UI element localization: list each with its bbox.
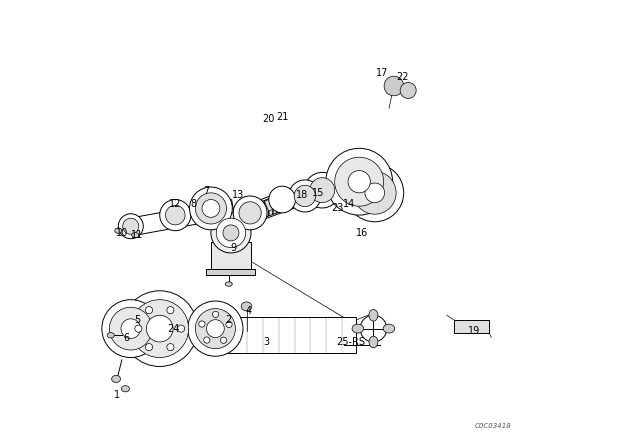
Ellipse shape <box>335 157 383 206</box>
Text: 13: 13 <box>232 190 244 200</box>
Ellipse shape <box>269 186 296 213</box>
Ellipse shape <box>122 291 198 366</box>
Bar <box>211 242 251 268</box>
Text: 18: 18 <box>296 190 308 200</box>
Ellipse shape <box>189 187 232 230</box>
Text: 20: 20 <box>262 114 275 125</box>
Ellipse shape <box>102 300 160 358</box>
Polygon shape <box>255 191 296 219</box>
Ellipse shape <box>204 337 210 343</box>
Ellipse shape <box>202 199 220 217</box>
Text: 19: 19 <box>467 326 480 336</box>
Ellipse shape <box>346 164 404 222</box>
Ellipse shape <box>239 202 261 224</box>
Polygon shape <box>213 318 356 353</box>
Ellipse shape <box>310 178 335 202</box>
Ellipse shape <box>294 185 316 207</box>
Ellipse shape <box>326 148 392 215</box>
Ellipse shape <box>107 332 115 338</box>
Text: 6: 6 <box>124 332 129 343</box>
Ellipse shape <box>147 315 173 342</box>
Ellipse shape <box>118 214 143 239</box>
Text: 16: 16 <box>356 228 369 238</box>
Text: 21: 21 <box>276 112 289 122</box>
Text: C0C03418: C0C03418 <box>475 423 511 429</box>
Ellipse shape <box>383 324 395 333</box>
Ellipse shape <box>123 218 139 234</box>
Text: 23: 23 <box>332 203 344 213</box>
Bar <box>207 268 255 275</box>
Ellipse shape <box>207 320 224 337</box>
Ellipse shape <box>177 325 185 332</box>
Ellipse shape <box>233 196 267 230</box>
Ellipse shape <box>211 213 251 253</box>
Ellipse shape <box>212 311 219 318</box>
Ellipse shape <box>199 321 205 327</box>
Ellipse shape <box>132 233 139 238</box>
Ellipse shape <box>216 218 246 248</box>
Text: 14: 14 <box>343 199 355 209</box>
Ellipse shape <box>348 171 371 193</box>
Ellipse shape <box>121 319 141 338</box>
Ellipse shape <box>384 76 404 96</box>
Text: 7: 7 <box>204 185 209 196</box>
Ellipse shape <box>369 310 378 321</box>
Text: 11: 11 <box>131 230 143 240</box>
Text: 10: 10 <box>116 228 128 238</box>
Ellipse shape <box>166 205 185 225</box>
Text: 15: 15 <box>312 188 324 198</box>
Polygon shape <box>264 188 300 211</box>
Ellipse shape <box>220 337 227 343</box>
Ellipse shape <box>353 172 396 214</box>
Ellipse shape <box>289 180 321 212</box>
Polygon shape <box>250 157 381 222</box>
Ellipse shape <box>131 300 189 358</box>
Ellipse shape <box>305 172 340 208</box>
Ellipse shape <box>160 199 191 231</box>
Ellipse shape <box>195 309 236 349</box>
Ellipse shape <box>135 325 142 332</box>
Text: 17: 17 <box>376 68 388 78</box>
Ellipse shape <box>145 344 152 351</box>
Ellipse shape <box>145 306 152 314</box>
Polygon shape <box>134 200 235 235</box>
Ellipse shape <box>360 315 387 342</box>
Ellipse shape <box>115 228 122 233</box>
Ellipse shape <box>241 302 252 311</box>
Text: 24: 24 <box>167 323 179 334</box>
Text: 2: 2 <box>226 315 232 325</box>
Text: 3: 3 <box>264 337 269 347</box>
Text: 25-RS: 25-RS <box>337 337 365 347</box>
Bar <box>454 320 489 333</box>
Ellipse shape <box>226 321 232 327</box>
Ellipse shape <box>167 344 174 351</box>
Text: 1: 1 <box>115 390 120 401</box>
Text: 9: 9 <box>230 243 236 254</box>
Ellipse shape <box>111 375 120 383</box>
Ellipse shape <box>365 183 385 202</box>
Ellipse shape <box>400 82 416 99</box>
Ellipse shape <box>195 193 227 224</box>
Text: 4: 4 <box>246 306 252 316</box>
Ellipse shape <box>109 307 152 350</box>
Text: 12: 12 <box>169 199 182 209</box>
Text: 5: 5 <box>134 315 141 325</box>
Ellipse shape <box>352 324 364 333</box>
Text: 8: 8 <box>190 199 196 209</box>
Ellipse shape <box>188 301 243 356</box>
Ellipse shape <box>369 336 378 348</box>
Text: 22: 22 <box>396 72 408 82</box>
Ellipse shape <box>225 282 232 286</box>
Ellipse shape <box>223 225 239 241</box>
Ellipse shape <box>167 306 174 314</box>
Ellipse shape <box>122 386 129 392</box>
